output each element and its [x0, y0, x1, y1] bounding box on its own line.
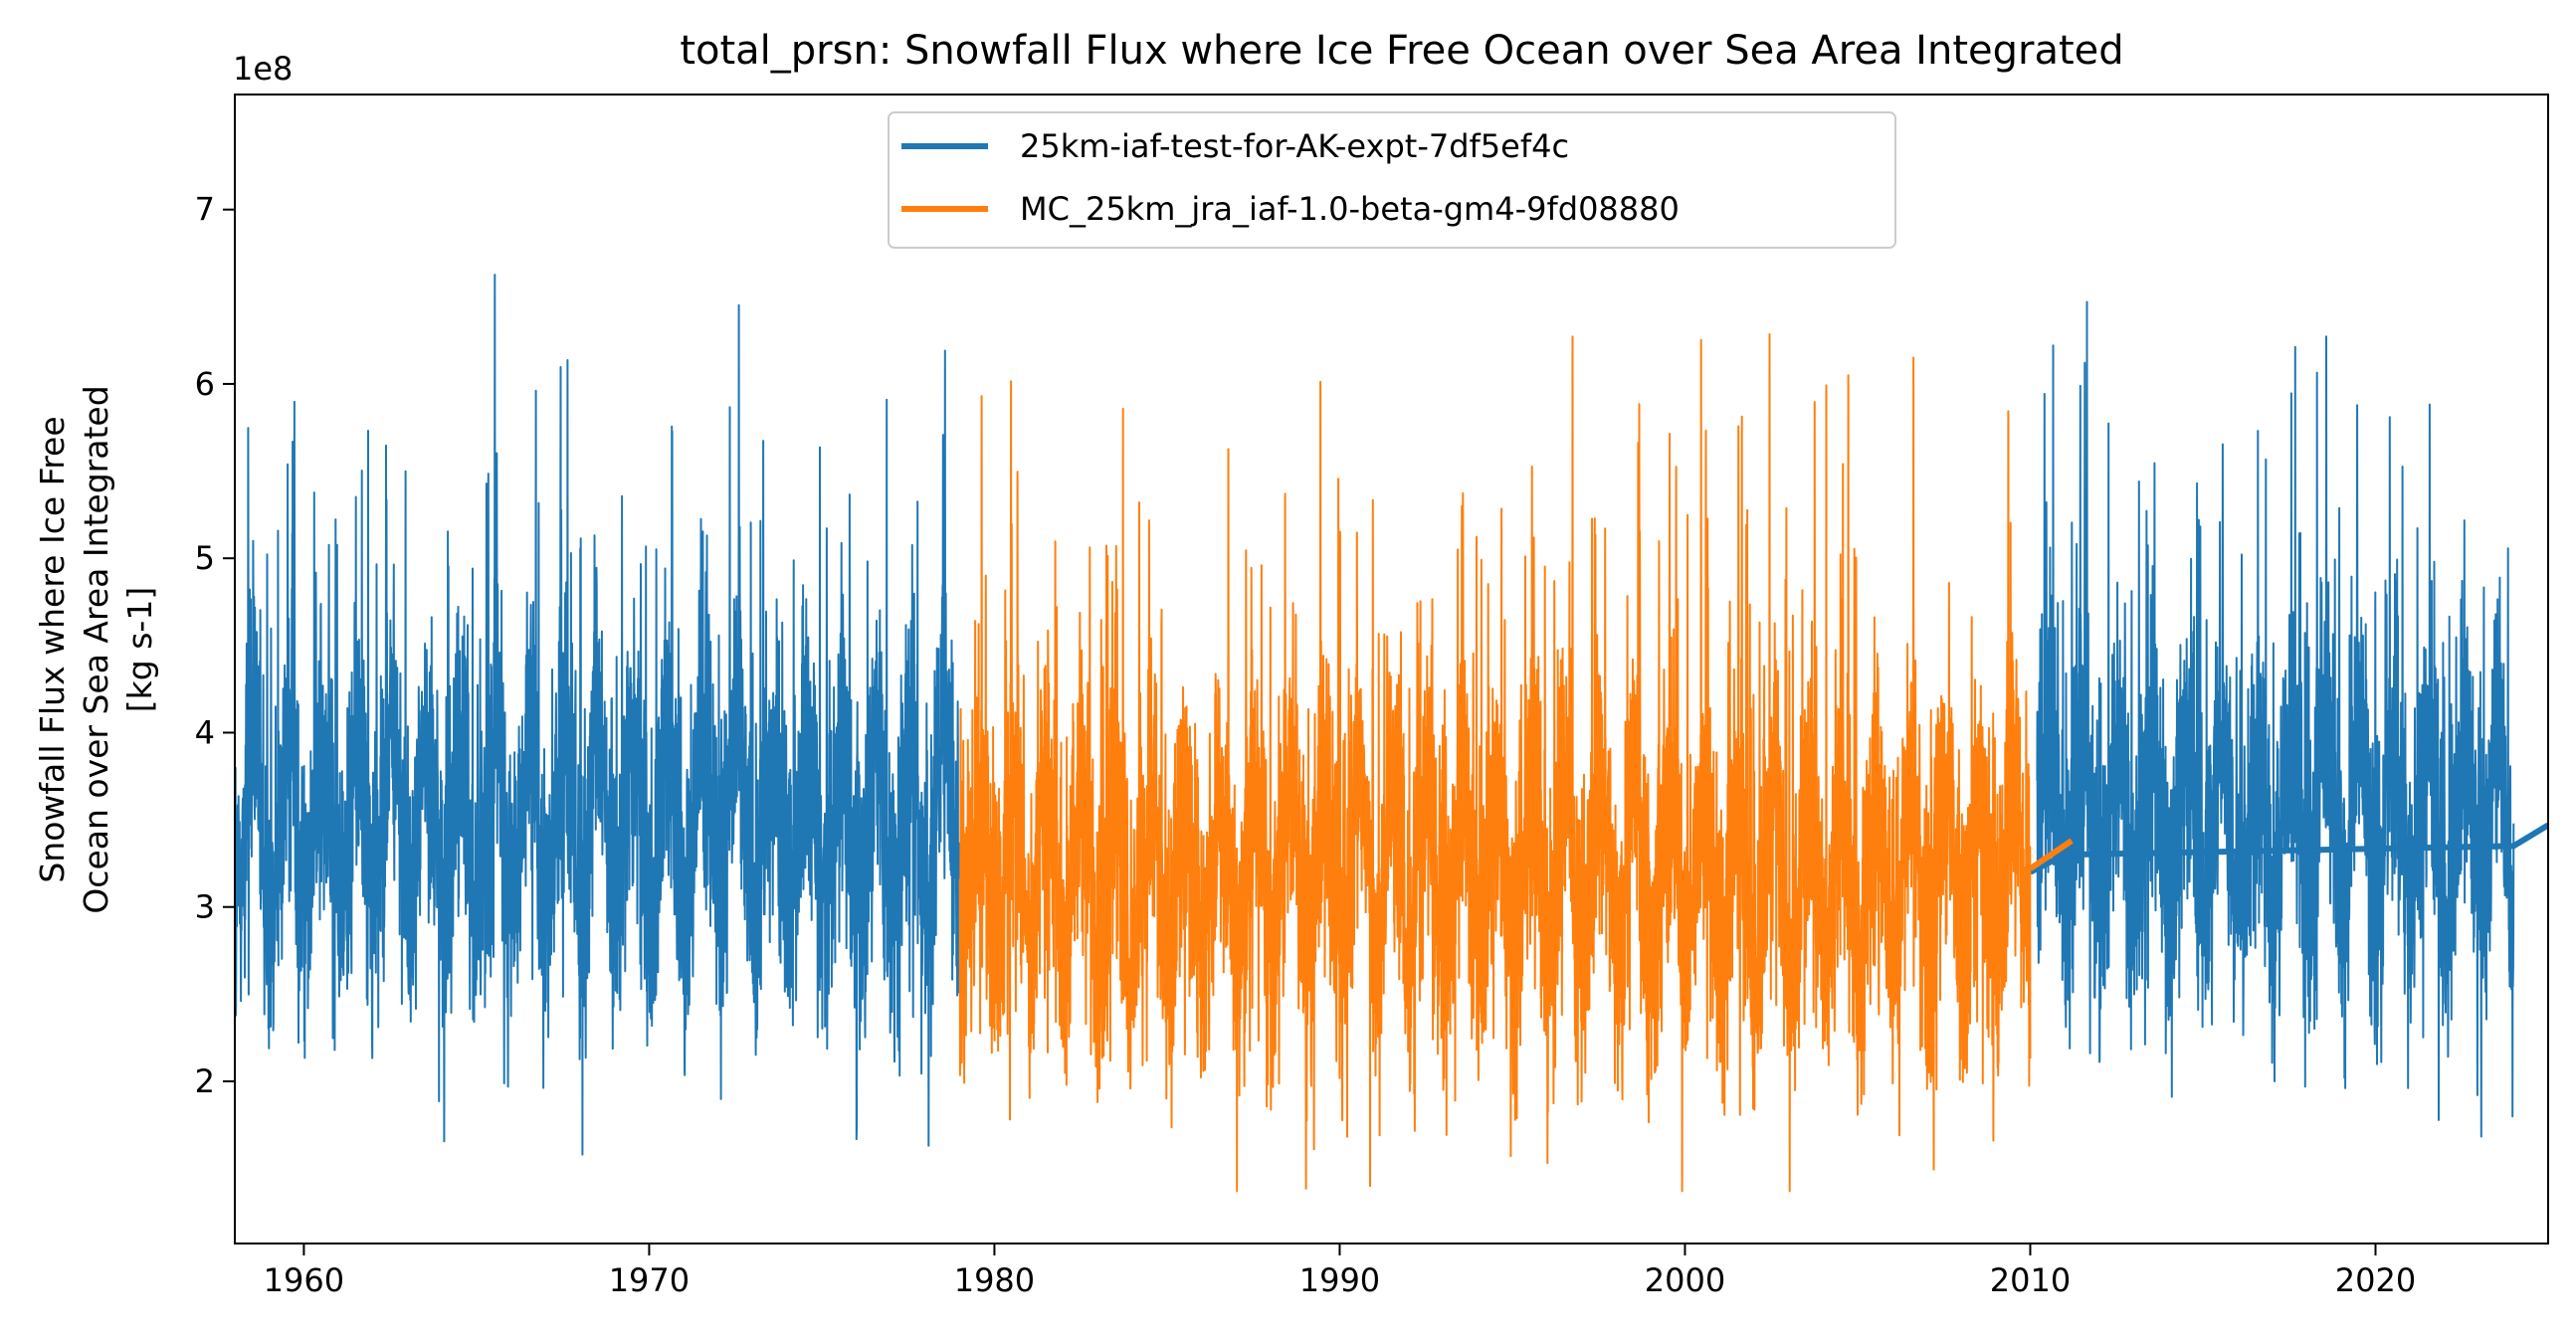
series-trend-1 — [2029, 822, 2548, 875]
x-axis: 1960 1970 1980 1990 2000 2010 2020 — [264, 1244, 2416, 1299]
y-tick-label: 7 — [195, 191, 215, 229]
legend-box — [888, 111, 1896, 249]
x-tick-label: 1990 — [1299, 1261, 1380, 1299]
y-axis-label-line-1: Snowfall Flux where Ice Free — [33, 416, 72, 882]
plot-area — [235, 274, 2548, 1193]
legend: 25km-iaf-test-for-AK-expt-7df5ef4c MC_25… — [888, 111, 1896, 249]
x-tick-label: 1970 — [609, 1261, 690, 1299]
series-line-1 — [2036, 300, 2515, 1138]
chart-title: total_prsn: Snowfall Flux where Ice Free… — [680, 28, 2123, 74]
y-tick-label: 5 — [195, 539, 215, 577]
legend-label-series-1: 25km-iaf-test-for-AK-expt-7df5ef4c — [1020, 127, 1569, 165]
x-tick-label: 2020 — [2335, 1261, 2416, 1299]
y-axis-scale-label: 1e8 — [233, 50, 293, 88]
plot-frame — [234, 94, 2549, 1244]
legend-label-series-2: MC_25km_jra_iaf-1.0-beta-gm4-9fd08880 — [1020, 190, 1680, 228]
y-axis: 2 3 4 5 6 7 — [195, 191, 235, 1100]
y-axis-label: Snowfall Flux where Ice Free Ocean over … — [33, 385, 159, 913]
y-tick-label: 6 — [195, 365, 215, 403]
y-tick-label: 3 — [195, 888, 215, 926]
x-tick-label: 1980 — [954, 1261, 1035, 1299]
series-line-1 — [235, 274, 961, 1156]
series-line-2 — [958, 333, 2032, 1193]
y-axis-label-line-2: Ocean over Sea Area Integrated — [77, 385, 115, 913]
x-tick-label: 2000 — [1645, 1261, 1725, 1299]
x-tick-label: 1960 — [264, 1261, 344, 1299]
x-tick-label: 2010 — [1990, 1261, 2071, 1299]
y-tick-label: 2 — [195, 1062, 215, 1100]
y-tick-label: 4 — [195, 713, 215, 751]
y-axis-label-line-3: [kg s-1] — [120, 587, 159, 712]
series-trend-2 — [2028, 838, 2074, 871]
